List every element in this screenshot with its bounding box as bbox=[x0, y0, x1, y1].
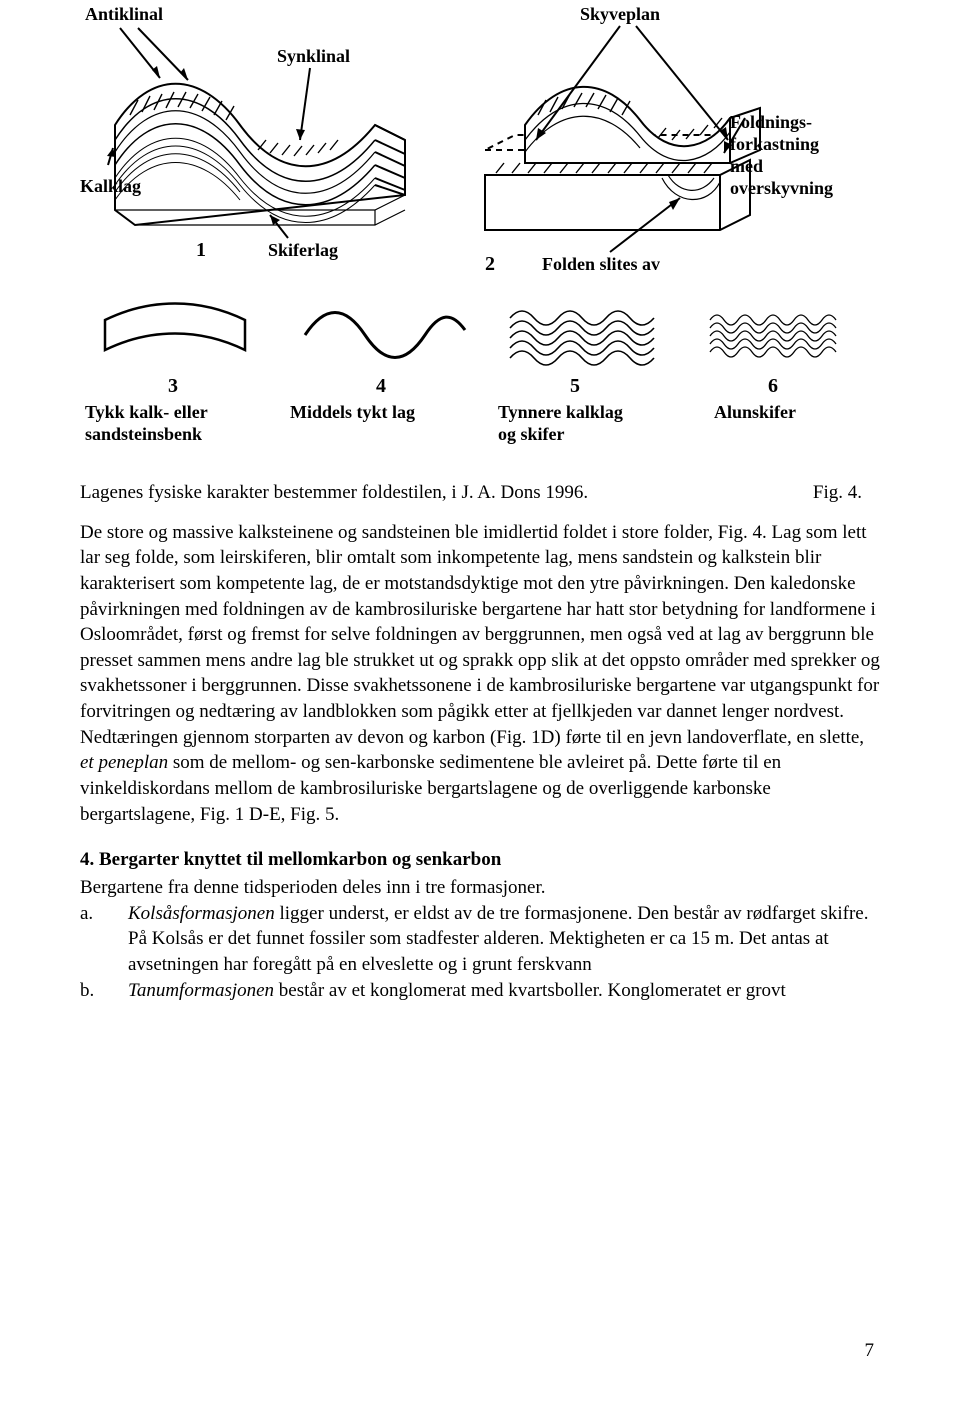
section-4-b-italic: Tanumformasjonen bbox=[128, 980, 274, 1001]
block-2 bbox=[485, 87, 760, 230]
section-4-a-body: Kolsåsformasjonen ligger underst, er eld… bbox=[128, 901, 880, 978]
figure-ref: Fig. 4. bbox=[813, 480, 862, 506]
diagram-5 bbox=[510, 311, 654, 365]
section-4-b-body: Tanumformasjonen består av et konglomera… bbox=[128, 978, 880, 1004]
figure-caption-row: Lagenes fysiske karakter bestemmer folde… bbox=[80, 480, 880, 506]
section-4-a-label: a. bbox=[80, 901, 128, 978]
section-4-a: a. Kolsåsformasjonen ligger underst, er … bbox=[80, 901, 880, 978]
diagram-3 bbox=[105, 304, 245, 351]
fig-num-5: 5 bbox=[570, 375, 580, 397]
fig-num-4: 4 bbox=[376, 375, 386, 397]
section-4-b-label: b. bbox=[80, 978, 128, 1004]
label-foldnings-l2: forkastning bbox=[730, 134, 819, 154]
label-folden-slites: Folden slites av bbox=[542, 254, 660, 274]
fig-num-6: 6 bbox=[768, 375, 778, 397]
caption-3-l2: sandsteinsbenk bbox=[85, 424, 202, 444]
page-number: 7 bbox=[865, 1338, 875, 1364]
caption-4: Middels tykt lag bbox=[290, 402, 415, 422]
fig-num-1: 1 bbox=[196, 239, 206, 261]
para1-a: De store og massive kalksteinene og sand… bbox=[80, 522, 880, 748]
section-4-b-text: består av et konglomerat med kvartsbolle… bbox=[274, 980, 786, 1001]
diagram-4 bbox=[305, 313, 465, 358]
section-4-b: b. Tanumformasjonen består av et konglom… bbox=[80, 978, 880, 1004]
label-foldnings-l3: med bbox=[730, 156, 763, 176]
block-1 bbox=[115, 84, 405, 225]
label-antiklinal: Antiklinal bbox=[85, 4, 163, 24]
label-foldnings-l4: overskyvning bbox=[730, 178, 833, 198]
diagram-6 bbox=[710, 315, 836, 357]
caption-5-l2: og skifer bbox=[498, 424, 565, 444]
label-kalklag: Kalklag bbox=[80, 176, 141, 196]
fig-num-3: 3 bbox=[168, 375, 178, 397]
fig-num-2: 2 bbox=[485, 253, 495, 275]
section-4-intro: Bergartene fra denne tidsperioden deles … bbox=[80, 875, 880, 901]
caption-5-l1: Tynnere kalklag bbox=[498, 402, 623, 422]
label-skyveplan: Skyveplan bbox=[580, 4, 660, 24]
para1-italic: et peneplan bbox=[80, 752, 168, 773]
paragraph-main: De store og massive kalksteinene og sand… bbox=[80, 520, 880, 828]
caption-3-l1: Tykk kalk- eller bbox=[85, 402, 208, 422]
para1-b: som de mellom- og sen-karbonske sediment… bbox=[80, 752, 781, 824]
section-4-a-italic: Kolsåsformasjonen bbox=[128, 903, 275, 924]
label-skiferlag: Skiferlag bbox=[268, 240, 338, 260]
figure-folds: Antiklinal Synklinal Kalklag 1 Skiferlag… bbox=[80, 0, 880, 470]
caption-6: Alunskifer bbox=[714, 402, 796, 422]
label-synklinal: Synklinal bbox=[277, 46, 350, 66]
figure-caption: Lagenes fysiske karakter bestemmer folde… bbox=[80, 480, 588, 506]
section-4-title: 4. Bergarter knyttet til mellomkarbon og… bbox=[80, 847, 880, 873]
